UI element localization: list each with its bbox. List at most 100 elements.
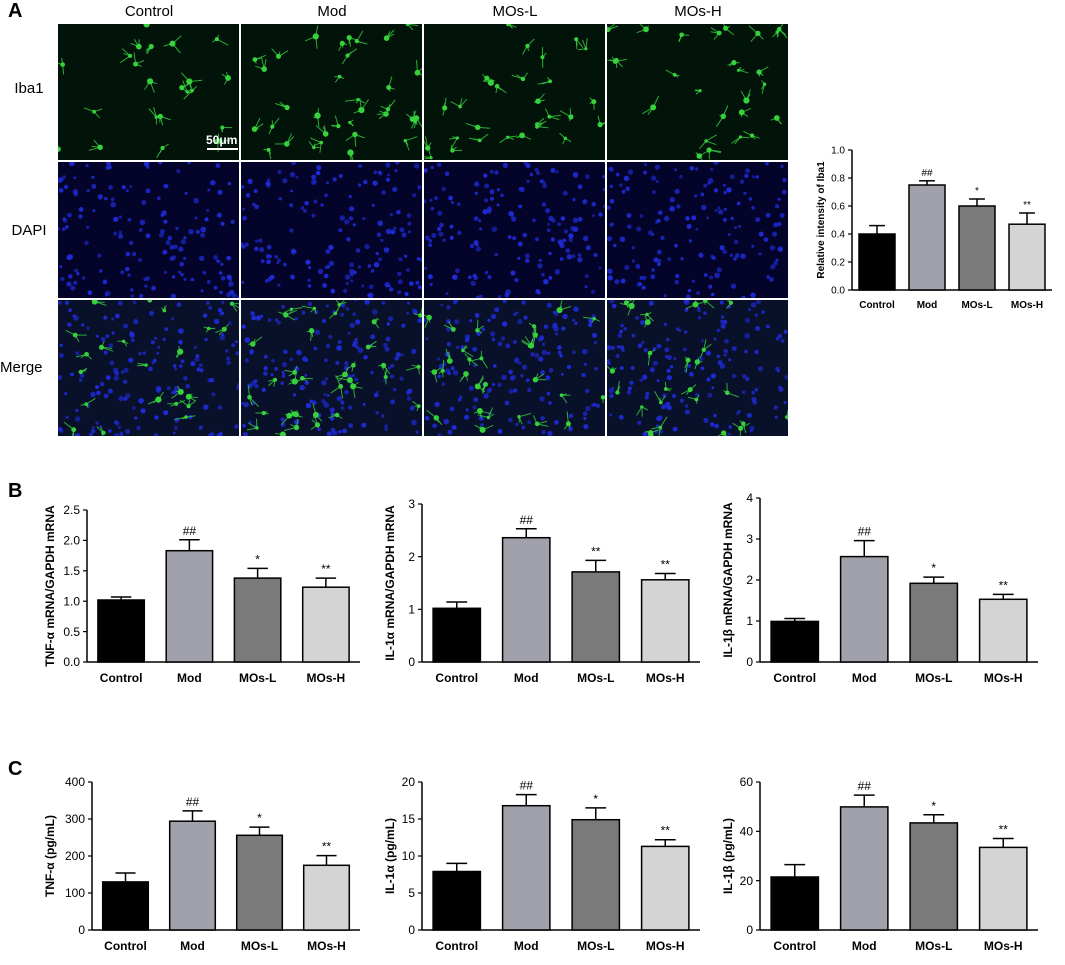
bar-mos-h	[640, 579, 690, 663]
y-axis-label: TNF-α mRNA/GAPDH mRNA	[43, 505, 57, 667]
significance-label: *	[931, 799, 936, 813]
x-tick-label: Mod	[177, 671, 202, 685]
y-tick-label: 2	[746, 573, 753, 587]
significance-label: **	[661, 824, 671, 838]
chart-il1b-mrna: 0 1 2 3 4 IL-1β mRNA/GAPDH mRNA Control ## Mod * M…	[718, 488, 1048, 700]
micrograph-iba1-mos-h	[607, 24, 789, 160]
micrograph-dapi-control	[58, 162, 240, 298]
bar-mos-h	[978, 598, 1028, 663]
bar-control	[432, 870, 482, 931]
micrograph-iba1-mod	[241, 24, 423, 160]
y-tick-label: 20	[740, 874, 754, 888]
y-axis-label: TNF-α (pg/mL)	[43, 815, 57, 897]
x-tick-label: MOs-H	[646, 939, 685, 953]
micrograph-iba1-control	[58, 24, 240, 160]
y-tick-label: 5	[408, 886, 415, 900]
bar-mod	[908, 184, 946, 291]
column-label-control: Control	[124, 3, 174, 20]
y-tick-label: 400	[65, 775, 85, 789]
y-tick-label: 0.0	[63, 655, 80, 669]
significance-label: ##	[183, 524, 197, 538]
y-tick-label: 1	[746, 614, 753, 628]
x-tick-label: MOs-H	[984, 671, 1023, 685]
x-tick-label: MOs-L	[239, 671, 276, 685]
significance-label: ##	[858, 779, 872, 793]
x-tick-label: MOs-H	[307, 939, 346, 953]
x-tick-label: Control	[435, 671, 478, 685]
y-tick-label: 2.0	[63, 534, 80, 548]
y-tick-label: 0	[746, 923, 753, 937]
x-tick-label: Mod	[514, 671, 539, 685]
chart-il1b-protein: 0 20 40 60 IL-1β (pg/mL) Control ## Mod * MOs-L **…	[718, 772, 1048, 965]
y-axis-label: Relative intensity of Iba1	[816, 161, 827, 279]
bar-control	[432, 607, 482, 663]
y-tick-label: 2.5	[63, 503, 80, 517]
panel-label-a: A	[8, 0, 23, 22]
bar-control	[101, 881, 150, 931]
y-tick-label: 10	[402, 849, 416, 863]
y-tick-label: 3	[746, 532, 753, 546]
x-tick-label: Control	[859, 300, 895, 311]
y-axis-label: IL-1α mRNA/GAPDH mRNA	[383, 505, 397, 661]
significance-label: **	[322, 840, 332, 854]
micrograph-dapi-mos-l	[424, 162, 606, 298]
significance-label: ##	[921, 168, 933, 179]
chart-tnf-protein: 0 100 200 300 400 TNF-α (pg/mL) Control ## Mod * M…	[40, 772, 370, 965]
x-tick-label: MOs-L	[577, 939, 614, 953]
significance-label: **	[999, 822, 1009, 836]
x-tick-label: MOs-L	[577, 671, 614, 685]
bar-mod	[501, 804, 551, 931]
y-tick-label: 20	[402, 775, 416, 789]
x-tick-label: Mod	[852, 671, 877, 685]
significance-label: **	[999, 578, 1009, 592]
micrograph-iba1-mos-l	[424, 24, 606, 160]
bar-control	[770, 876, 820, 931]
x-tick-label: Control	[100, 671, 143, 685]
x-tick-label: MOs-L	[915, 671, 952, 685]
x-tick-label: Mod	[514, 939, 539, 953]
micrograph-merge-mos-l	[424, 300, 606, 436]
x-tick-label: Control	[104, 939, 147, 953]
x-tick-label: MOs-H	[646, 671, 685, 685]
y-tick-label: 1.0	[831, 146, 845, 157]
bar-mos-l	[571, 818, 621, 931]
bar-mos-l	[909, 822, 959, 931]
bar-mos-l	[233, 577, 282, 663]
y-tick-label: 0	[408, 655, 415, 669]
x-tick-label: MOs-L	[961, 300, 992, 311]
x-tick-label: Mod	[180, 939, 205, 953]
y-tick-label: 0.2	[831, 258, 845, 269]
y-tick-label: 0.5	[63, 625, 80, 639]
column-label-mod: Mod	[317, 3, 347, 20]
y-tick-label: 0	[78, 923, 85, 937]
significance-label: *	[255, 552, 260, 566]
row-label-merge: Merge	[0, 359, 43, 376]
scale-bar-label: 50μm	[206, 133, 238, 147]
y-tick-label: 0.8	[831, 174, 845, 185]
y-axis-label: IL-1β mRNA/GAPDH mRNA	[721, 502, 735, 658]
bar-control	[770, 620, 820, 663]
y-tick-label: 0.4	[831, 230, 845, 241]
significance-label: ##	[858, 525, 872, 539]
scale-bar	[207, 148, 238, 150]
significance-label: ##	[186, 795, 200, 809]
micrograph-merge-mos-h	[607, 300, 789, 436]
row-label-dapi: DAPI	[11, 222, 47, 239]
bar-mod	[165, 549, 214, 663]
x-tick-label: Control	[773, 671, 816, 685]
y-tick-label: 1	[408, 603, 415, 617]
bar-mos-h	[301, 586, 350, 663]
y-tick-label: 40	[740, 825, 754, 839]
chart-iba1-intensity: 0.0 0.2 0.4 0.6 0.8 1.0 Relative intensity of …	[812, 140, 1062, 320]
bar-mod	[168, 820, 217, 931]
x-tick-label: Control	[773, 939, 816, 953]
bar-mod	[839, 806, 889, 931]
x-tick-label: MOs-H	[984, 939, 1023, 953]
column-label-mos-h: MOs-H	[674, 3, 722, 20]
y-tick-label: 15	[402, 812, 416, 826]
chart-il1a-mrna: 0 1 2 3 IL-1α mRNA/GAPDH mRNA Control ## Mod ** M…	[380, 494, 710, 700]
bar-mos-l	[958, 205, 996, 291]
significance-label: ##	[520, 513, 534, 527]
y-tick-label: 0	[408, 923, 415, 937]
significance-label: **	[1023, 200, 1031, 211]
